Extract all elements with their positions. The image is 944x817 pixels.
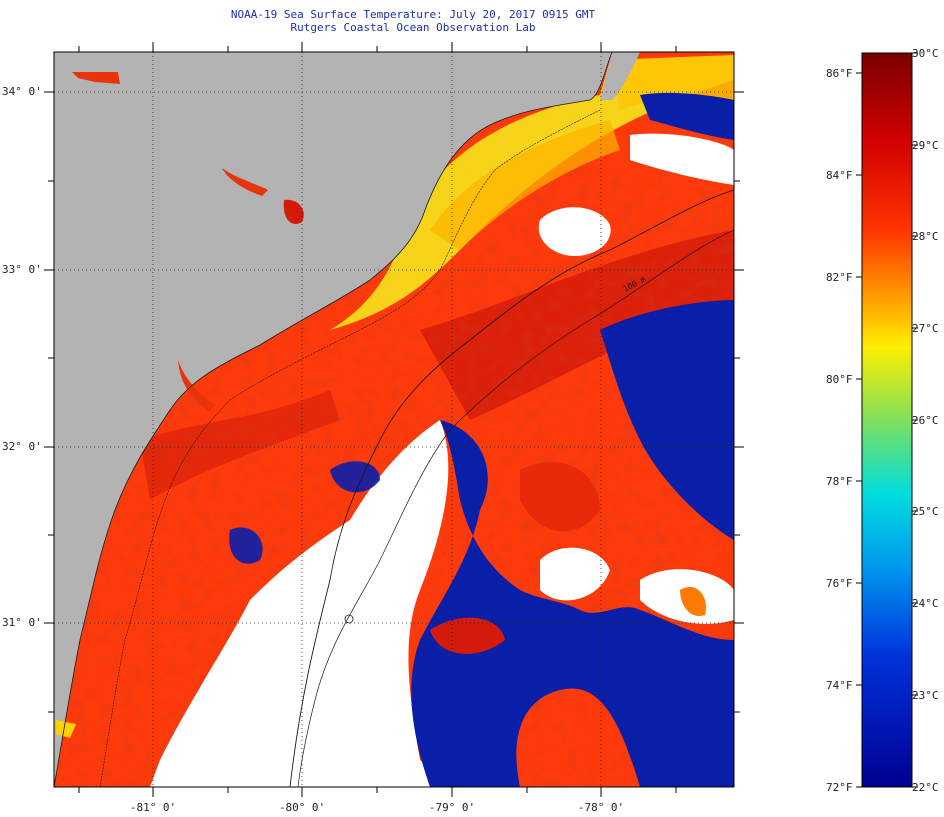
- cloud-mask-2: [630, 133, 734, 185]
- inner-contour: [99, 109, 601, 787]
- colorbar-ticks: [856, 52, 918, 788]
- isobath-100m: [289, 189, 734, 787]
- land-mass: [54, 52, 612, 787]
- colorbar-f-label: 76°F: [826, 577, 853, 590]
- colorbar-f-label: 86°F: [826, 67, 853, 80]
- minor-ticks: [48, 46, 740, 793]
- colorbar-c-label: 27°C: [912, 322, 939, 335]
- cold-patch-c: [330, 461, 380, 493]
- cold-region-ne: [640, 92, 734, 140]
- colorbar: [861, 52, 913, 788]
- lon-label-79: -79° 0': [428, 801, 476, 814]
- coastline: [54, 52, 613, 787]
- colorbar-c-label: 23°C: [912, 689, 939, 702]
- estuary: [178, 360, 215, 412]
- colorbar-f-label: 74°F: [826, 679, 853, 692]
- lat-label-32: 32° 0': [2, 440, 42, 453]
- land-ne: [600, 52, 640, 100]
- colorbar-c-label: 28°C: [912, 230, 939, 243]
- colorbar-f-label: 78°F: [826, 475, 853, 488]
- cloud-mask-south: [150, 420, 450, 787]
- lon-label-80: -80° 0': [278, 801, 326, 814]
- axis-ticks: [44, 42, 744, 797]
- cold-region-south: [411, 420, 734, 787]
- cloud-mask-3: [540, 547, 610, 601]
- lat-label-31: 31° 0': [2, 616, 42, 629]
- colorbar-f-label: 84°F: [826, 169, 853, 182]
- map-subtitle: Rutgers Coastal Ocean Observation Lab: [290, 21, 536, 34]
- inland-lake-n: [72, 72, 120, 84]
- grid: [54, 52, 734, 787]
- inland-lake-s: [56, 720, 76, 738]
- inland-lake-2: [283, 199, 304, 224]
- map-title: NOAA-19 Sea Surface Temperature: July 20…: [230, 8, 596, 21]
- colorbar-c-label: 29°C: [912, 139, 939, 152]
- lat-label-34: 34° 0': [2, 85, 42, 98]
- warm-eddy-3: [680, 586, 706, 616]
- colorbar-c-label: 24°C: [912, 597, 939, 610]
- coastal-orange-band: [430, 120, 620, 250]
- cold-patch-w: [229, 527, 263, 564]
- colorbar-c-label: 30°C: [912, 47, 939, 60]
- colorbar-f-label: 72°F: [826, 781, 853, 794]
- colorbar-f-label: 80°F: [826, 373, 853, 386]
- isobath-deep: [297, 229, 734, 787]
- colorbar-c-label: 25°C: [912, 505, 939, 518]
- buoy-marker: [344, 614, 354, 624]
- coastal-yellow-band: [330, 55, 734, 330]
- map-frame: [53, 51, 735, 788]
- inland-lake-1: [222, 168, 268, 196]
- colorbar-c-label: 22°C: [912, 781, 939, 794]
- warm-eddy-1: [430, 617, 505, 654]
- cloud-mask-1: [538, 207, 611, 256]
- lat-label-33: 33° 0': [2, 263, 42, 276]
- colorbar-f-label: 82°F: [826, 271, 853, 284]
- lon-label-81: -81° 0': [129, 801, 177, 814]
- warm-eddy-2: [520, 462, 600, 532]
- lon-label-78: -78° 0': [577, 801, 625, 814]
- cold-region-east: [600, 300, 734, 540]
- colorbar-c-label: 26°C: [912, 414, 939, 427]
